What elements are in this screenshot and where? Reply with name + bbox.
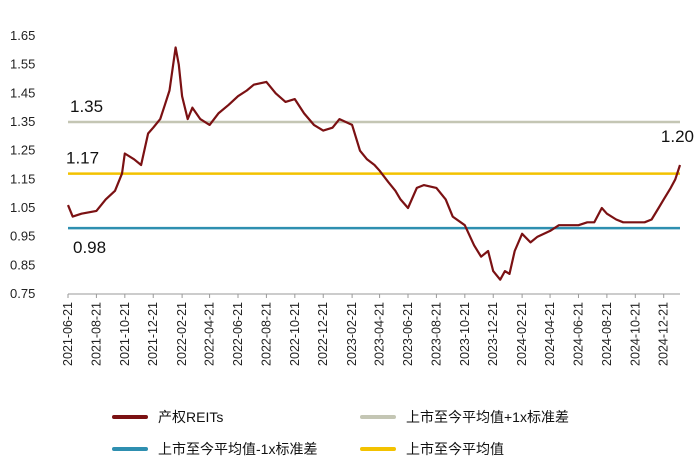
legend-label-reits: 产权REITs <box>158 409 224 425</box>
y-tick-label-8: 1.55 <box>10 57 35 72</box>
x-tick-label-17: 2024-04-21 <box>543 302 557 366</box>
x-tick-label-21: 2024-12-21 <box>657 302 671 366</box>
x-tick-label-16: 2024-02-21 <box>515 302 529 366</box>
x-tick-label-19: 2024-08-21 <box>600 302 614 366</box>
legend-label-mean: 上市至今平均值 <box>406 441 504 457</box>
x-tick-label-7: 2022-08-21 <box>259 302 273 366</box>
x-axis: 2021-06-21 2021-08-21 2021-10-21 2021-12-21… <box>61 293 680 366</box>
y-tick-label-2: 0.95 <box>10 229 35 244</box>
annotation-minus-std: 0.98 <box>73 238 106 257</box>
legend-label-minus-std: 上市至今平均值-1x标准差 <box>158 441 318 457</box>
x-tick-label-9: 2022-12-21 <box>316 302 330 366</box>
reference-lines <box>68 120 680 230</box>
x-tick-label-13: 2023-08-21 <box>429 302 443 366</box>
x-tick-label-5: 2022-04-21 <box>203 302 217 366</box>
legend-item-minus-std: 上市至今平均值-1x标准差 <box>112 439 317 459</box>
x-tick-label-14: 2023-10-21 <box>458 302 472 366</box>
series-line-reits <box>66 46 682 281</box>
legend-label-plus-std: 上市至今平均值+1x标准差 <box>406 409 569 425</box>
x-tick-label-0: 2021-06-21 <box>61 302 75 366</box>
y-tick-label-4: 1.15 <box>10 171 35 186</box>
x-tick-label-4: 2022-02-21 <box>175 302 189 366</box>
y-tick-label-6: 1.35 <box>10 114 35 129</box>
annotations: 1.35 1.17 0.98 1.20 <box>66 97 694 257</box>
legend-swatch-plus-std <box>360 415 396 419</box>
x-tick-label-10: 2023-02-21 <box>345 302 359 366</box>
x-tick-label-18: 2024-06-21 <box>571 302 585 366</box>
legend-item-mean: 上市至今平均值 <box>360 439 504 459</box>
legend-swatch-minus-std <box>112 447 148 451</box>
y-axis: 0.75 0.85 0.95 1.05 1.15 1.25 1.35 1.45 1.55 1.65 <box>10 28 35 301</box>
y-tick-label-7: 1.45 <box>10 85 35 100</box>
y-tick-label-1: 0.85 <box>10 257 35 272</box>
legend-item-plus-std: 上市至今平均值+1x标准差 <box>360 407 569 427</box>
x-tick-label-1: 2021-08-21 <box>89 302 103 366</box>
annotation-mean: 1.17 <box>66 149 99 168</box>
annotation-plus-std: 1.35 <box>70 97 103 116</box>
legend-swatch-mean <box>360 447 396 451</box>
x-tick-label-6: 2022-06-21 <box>231 302 245 366</box>
y-tick-label-0: 0.75 <box>10 286 35 301</box>
series-line-group <box>66 46 682 281</box>
x-tick-label-11: 2023-04-21 <box>373 302 387 366</box>
y-tick-label-3: 1.05 <box>10 200 35 215</box>
x-tick-label-12: 2023-06-21 <box>401 302 415 366</box>
x-tick-label-15: 2023-12-21 <box>486 302 500 366</box>
y-tick-label-9: 1.65 <box>10 28 35 43</box>
x-tick-label-3: 2021-12-21 <box>146 302 160 366</box>
legend-swatch-reits <box>112 415 148 419</box>
annotation-last-value: 1.20 <box>661 127 694 146</box>
x-tick-label-8: 2022-10-21 <box>288 302 302 366</box>
legend-item-reits: 产权REITs <box>112 407 223 427</box>
x-tick-label-20: 2024-10-21 <box>628 302 642 366</box>
y-tick-label-5: 1.25 <box>10 143 35 158</box>
x-tick-label-2: 2021-10-21 <box>118 302 132 366</box>
